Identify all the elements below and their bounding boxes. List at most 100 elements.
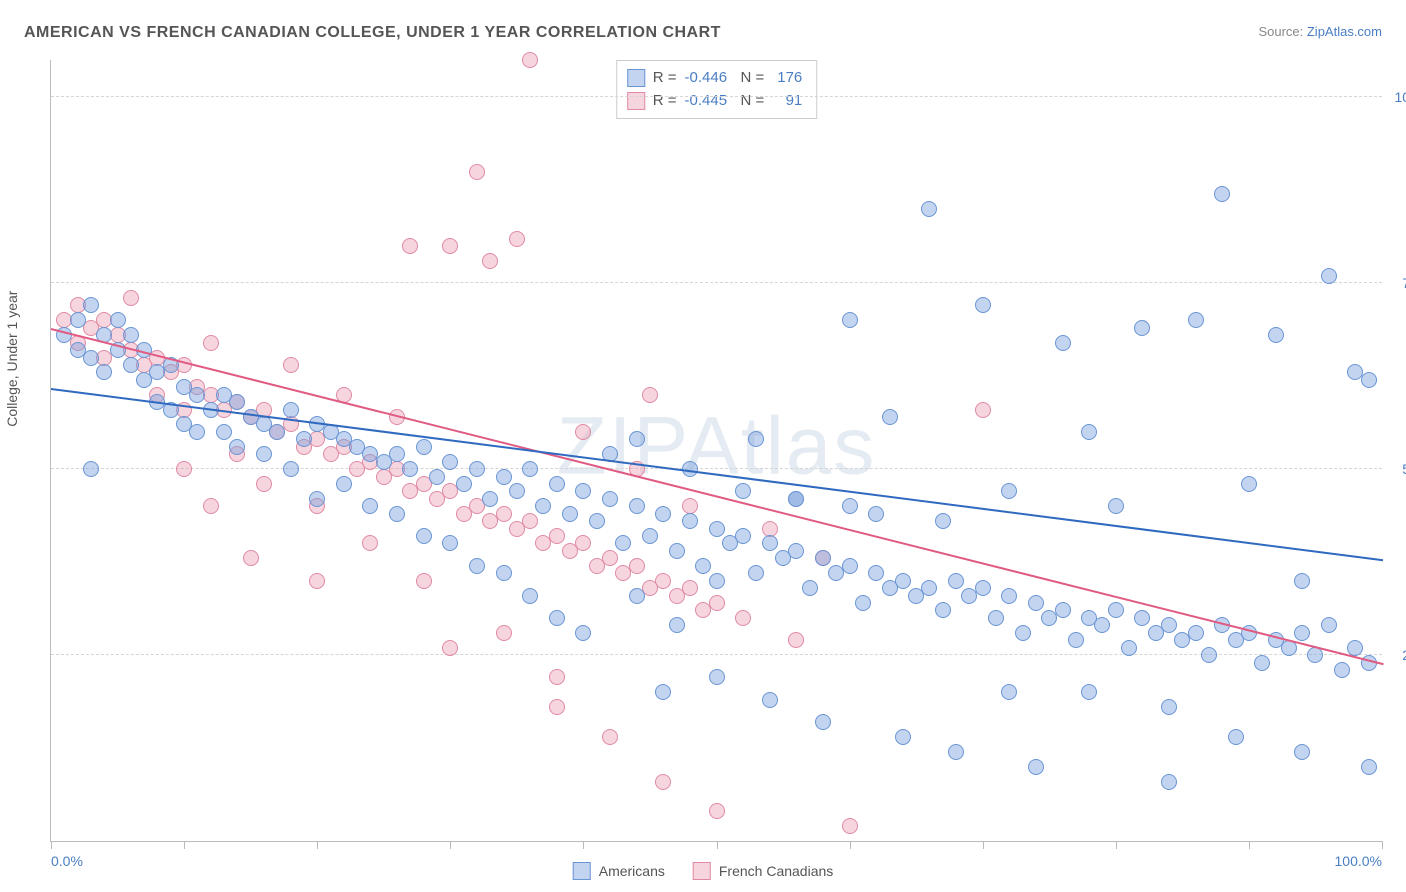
data-point: [935, 513, 951, 529]
data-point: [83, 461, 99, 477]
grid-line: [51, 282, 1382, 283]
data-point: [1001, 483, 1017, 499]
data-point: [269, 424, 285, 440]
data-point: [948, 573, 964, 589]
data-point: [975, 402, 991, 418]
n-value: 176: [772, 67, 802, 90]
data-point: [1188, 625, 1204, 641]
data-point: [842, 498, 858, 514]
data-point: [762, 692, 778, 708]
legend-swatch: [693, 862, 711, 880]
data-point: [549, 610, 565, 626]
data-point: [1161, 617, 1177, 633]
data-point: [842, 818, 858, 834]
data-point: [336, 476, 352, 492]
r-label: R =: [653, 67, 677, 90]
stats-row: R =-0.445N =91: [627, 90, 803, 113]
data-point: [1321, 268, 1337, 284]
data-point: [788, 543, 804, 559]
data-point: [83, 350, 99, 366]
data-point: [988, 610, 1004, 626]
r-value: -0.445: [685, 90, 733, 113]
data-point: [1081, 424, 1097, 440]
data-point: [1268, 327, 1284, 343]
data-point: [1228, 729, 1244, 745]
data-point: [642, 528, 658, 544]
data-point: [1347, 640, 1363, 656]
data-point: [1134, 320, 1150, 336]
data-point: [549, 528, 565, 544]
data-point: [416, 573, 432, 589]
data-point: [1201, 647, 1217, 663]
chart-title: AMERICAN VS FRENCH CANADIAN COLLEGE, UND…: [24, 24, 721, 42]
source-attribution: Source: ZipAtlas.com: [1258, 24, 1382, 39]
data-point: [935, 602, 951, 618]
grid-line: [51, 654, 1382, 655]
data-point: [1134, 610, 1150, 626]
data-point: [176, 461, 192, 477]
y-tick-label: 75.0%: [1387, 275, 1406, 291]
stats-row: R =-0.446N =176: [627, 67, 803, 90]
data-point: [629, 431, 645, 447]
data-point: [669, 617, 685, 633]
legend-swatch: [627, 92, 645, 110]
data-point: [1161, 774, 1177, 790]
x-tick-label: 100.0%: [1335, 853, 1382, 869]
data-point: [309, 491, 325, 507]
data-point: [469, 164, 485, 180]
data-point: [1214, 186, 1230, 202]
stats-box: R =-0.446N =176R =-0.445N =91: [616, 60, 818, 119]
data-point: [549, 476, 565, 492]
data-point: [762, 535, 778, 551]
x-tick: [1116, 841, 1117, 849]
data-point: [70, 312, 86, 328]
x-tick: [850, 841, 851, 849]
data-point: [842, 312, 858, 328]
data-point: [589, 513, 605, 529]
chart-container: ZIPAtlas R =-0.446N =176R =-0.445N =91 2…: [50, 60, 1382, 842]
y-tick-label: 25.0%: [1387, 647, 1406, 663]
data-point: [802, 580, 818, 596]
data-point: [1121, 640, 1137, 656]
data-point: [1294, 625, 1310, 641]
source-link[interactable]: ZipAtlas.com: [1307, 24, 1382, 39]
data-point: [682, 513, 698, 529]
x-tick: [583, 841, 584, 849]
plot-area: ZIPAtlas R =-0.446N =176R =-0.445N =91 2…: [50, 60, 1382, 842]
data-point: [709, 573, 725, 589]
data-point: [482, 253, 498, 269]
data-point: [416, 439, 432, 455]
data-point: [496, 469, 512, 485]
data-point: [535, 498, 551, 514]
data-point: [389, 506, 405, 522]
data-point: [1094, 617, 1110, 633]
grid-line: [51, 468, 1382, 469]
data-point: [509, 231, 525, 247]
data-point: [402, 238, 418, 254]
data-point: [1001, 588, 1017, 604]
data-point: [110, 312, 126, 328]
data-point: [735, 610, 751, 626]
x-tick: [1382, 841, 1383, 849]
data-point: [229, 394, 245, 410]
data-point: [296, 431, 312, 447]
x-tick: [450, 841, 451, 849]
data-point: [669, 543, 685, 559]
data-point: [709, 521, 725, 537]
data-point: [1294, 573, 1310, 589]
data-point: [522, 513, 538, 529]
data-point: [1015, 625, 1031, 641]
x-tick: [317, 841, 318, 849]
x-tick: [1249, 841, 1250, 849]
data-point: [469, 558, 485, 574]
data-point: [1055, 335, 1071, 351]
data-point: [709, 595, 725, 611]
n-label: N =: [741, 90, 765, 113]
data-point: [189, 424, 205, 440]
data-point: [442, 535, 458, 551]
data-point: [655, 684, 671, 700]
data-point: [642, 387, 658, 403]
data-point: [362, 498, 378, 514]
x-tick-label: 0.0%: [51, 853, 83, 869]
y-axis-label: College, Under 1 year: [4, 291, 20, 427]
